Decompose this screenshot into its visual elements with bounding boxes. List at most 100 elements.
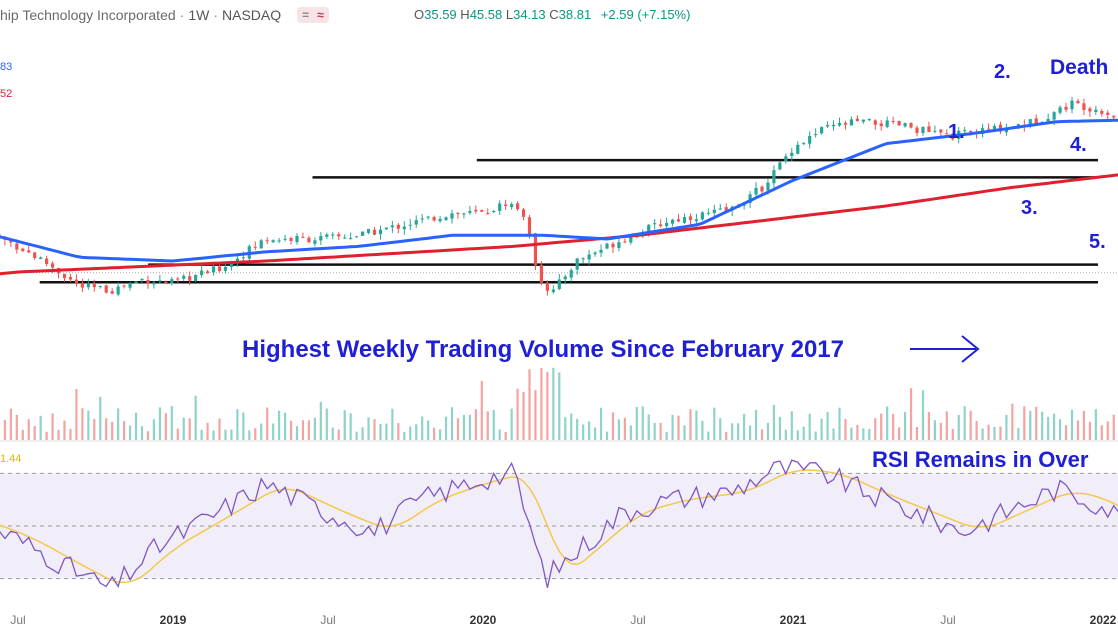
volume-bar (653, 422, 656, 440)
volume-bar (1058, 419, 1062, 440)
candle (885, 120, 889, 127)
status-badges[interactable]: = ≈ (297, 7, 329, 23)
candle (1058, 107, 1062, 113)
rsi-legend-value: 1.44 (0, 453, 22, 465)
low-label: L (505, 7, 514, 22)
volume-bar (1041, 411, 1044, 440)
volume-bar (146, 431, 150, 440)
volume-bar (582, 424, 585, 440)
approx-badge-icon[interactable]: ≈ (317, 8, 324, 22)
candle (515, 203, 520, 210)
candle (372, 229, 377, 235)
candle (843, 122, 848, 125)
candle (790, 152, 794, 157)
candle (331, 234, 335, 236)
candle (492, 210, 496, 213)
separator: · (179, 7, 185, 23)
separator: · (213, 7, 218, 23)
volume-bar (93, 418, 96, 440)
candle (569, 270, 573, 278)
volume-bar (552, 367, 555, 440)
volume-bar (140, 426, 144, 440)
candle (945, 133, 949, 135)
volume-bar (51, 413, 54, 440)
volume-bar (117, 408, 120, 440)
ohlc-readout: O35.59 H45.58 L34.13 C38.81 +2.59 (+7.15… (414, 7, 690, 22)
volume-bar (826, 411, 829, 440)
volume-bar (272, 423, 275, 440)
high-label: H (460, 7, 470, 22)
volume-bar (629, 425, 632, 440)
volume-bar (63, 420, 66, 440)
candle (205, 271, 210, 274)
candle (313, 240, 317, 244)
volume-bar (355, 431, 358, 440)
candle (200, 270, 204, 276)
candle (343, 237, 347, 239)
candle (235, 258, 239, 262)
candle (808, 136, 812, 144)
volume-bar (1070, 409, 1074, 440)
candle (563, 276, 567, 280)
candle (688, 216, 693, 220)
volume-bar (677, 415, 680, 440)
volume-bar (540, 368, 543, 440)
x-tick-label: Jul (630, 613, 645, 627)
volume-bar (909, 388, 913, 440)
candle (837, 122, 842, 126)
candle (176, 278, 180, 280)
volume-bar (892, 413, 895, 440)
candle (140, 278, 144, 281)
x-tick-label: 2021 (780, 613, 807, 627)
volume-bar (45, 431, 48, 440)
volume-bar (522, 391, 525, 440)
volume-bar (683, 425, 686, 440)
candle (647, 224, 651, 233)
symbol-title[interactable]: hip Technology Incorporated (0, 7, 176, 23)
candle (450, 213, 454, 219)
candle (1046, 118, 1050, 123)
volume-bar (576, 418, 579, 440)
volume-bar (301, 420, 305, 440)
candle (629, 235, 633, 243)
candle (194, 274, 198, 282)
volume-bar (212, 430, 215, 440)
volume-bar (289, 420, 293, 440)
candle (796, 144, 800, 154)
volume-bar (1100, 425, 1103, 440)
volume-bar (403, 431, 406, 440)
volume-bar (725, 431, 728, 440)
candle (480, 209, 484, 212)
candle (724, 207, 728, 211)
ma50-legend-value: 83 (0, 61, 13, 73)
candle (712, 209, 716, 213)
candle (474, 209, 478, 212)
volume-bar (266, 407, 269, 440)
candle (80, 282, 84, 288)
volume-bar (760, 429, 764, 440)
candle (778, 162, 782, 170)
death-cross-label: Death (1050, 56, 1108, 79)
candle (158, 280, 162, 282)
volume-bar (743, 413, 746, 440)
volume-pane (0, 367, 1115, 440)
interval-label[interactable]: 1W (188, 7, 210, 23)
x-axis: Jul2019Jul2020Jul2021Jul2022Jul2023Jul20… (0, 440, 1118, 627)
volume-bar (737, 423, 740, 440)
equals-badge-icon[interactable]: = (302, 8, 310, 22)
volume-bar (194, 395, 197, 440)
volume-bar (963, 406, 966, 440)
candle (241, 257, 245, 259)
symbol-header: hip Technology Incorporated · 1W · NASDA… (0, 5, 329, 25)
candle (939, 129, 943, 133)
volume-bar (921, 390, 925, 440)
candle (170, 279, 174, 284)
candle (217, 266, 222, 272)
candle (527, 217, 532, 235)
volume-bar (927, 411, 931, 440)
volume-bar (558, 372, 561, 440)
volume-bar (123, 421, 126, 440)
candle (319, 236, 323, 241)
candle (438, 218, 442, 222)
